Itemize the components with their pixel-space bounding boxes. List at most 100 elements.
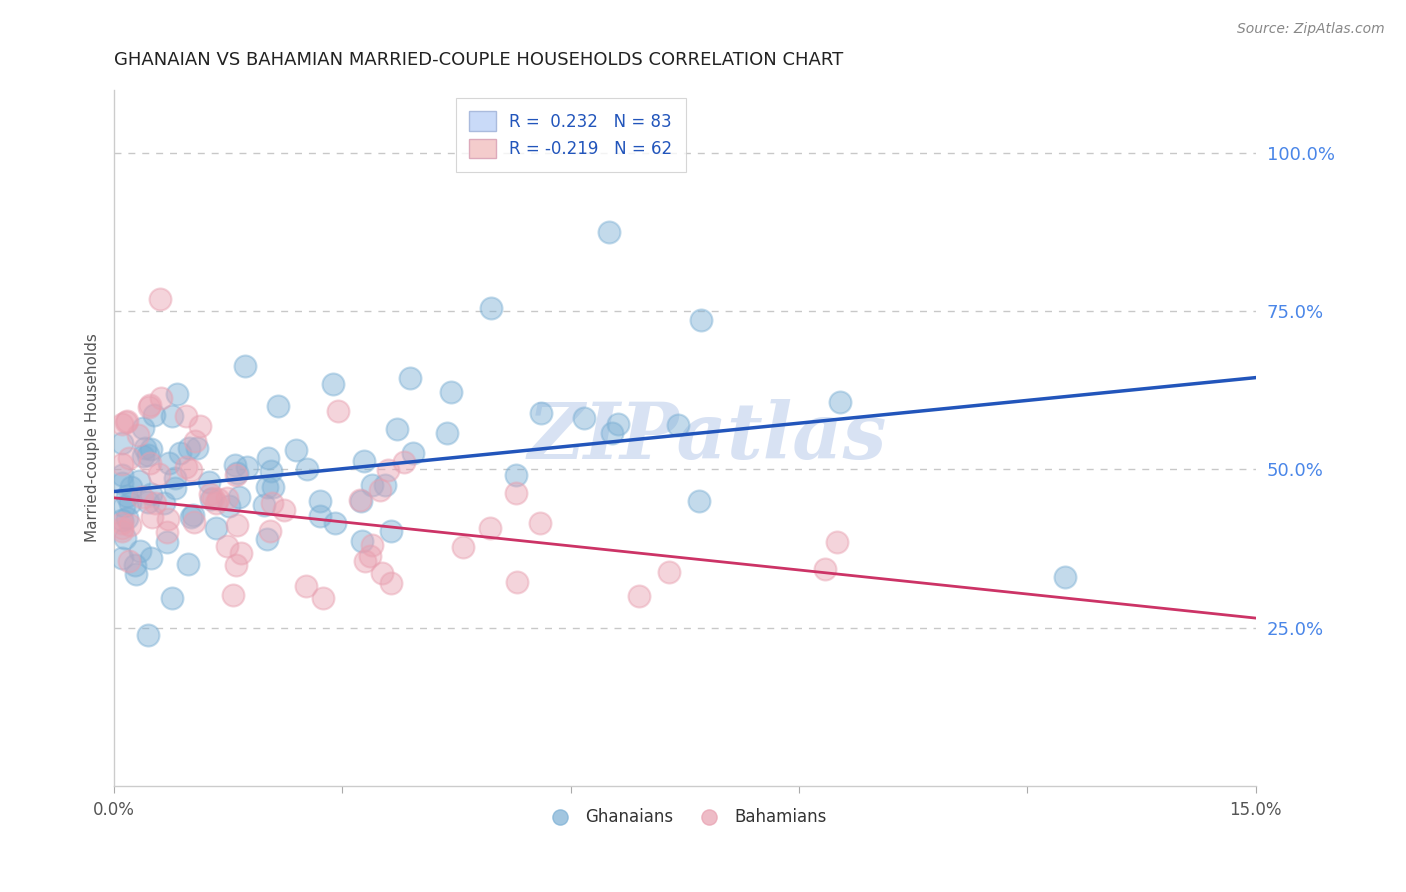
Point — [505, 575, 527, 590]
Point — [128, 474, 150, 488]
Point — [529, 516, 551, 530]
Point — [136, 448, 159, 462]
Point — [814, 562, 837, 576]
Point — [530, 406, 553, 420]
Point — [149, 292, 172, 306]
Point — [180, 510, 202, 524]
Point — [259, 524, 281, 539]
Point — [361, 538, 384, 552]
Point — [111, 513, 134, 527]
Point — [295, 462, 318, 476]
Point — [380, 575, 402, 590]
Point — [139, 398, 162, 412]
Point — [139, 456, 162, 470]
Point — [385, 422, 408, 436]
Point — [354, 554, 377, 568]
Point — [198, 475, 221, 490]
Point — [295, 578, 318, 592]
Point — [374, 478, 396, 492]
Point — [205, 521, 228, 535]
Point — [141, 442, 163, 457]
Point — [143, 496, 166, 510]
Point — [134, 441, 156, 455]
Point — [607, 417, 630, 432]
Point — [111, 516, 134, 530]
Point — [138, 401, 160, 415]
Point — [402, 446, 425, 460]
Point — [111, 457, 134, 471]
Point — [111, 476, 134, 491]
Point — [628, 589, 651, 603]
Point — [111, 435, 134, 450]
Point — [190, 419, 212, 434]
Point — [368, 483, 391, 498]
Point — [377, 463, 399, 477]
Point — [1054, 570, 1077, 584]
Point — [217, 491, 239, 505]
Point — [156, 525, 179, 540]
Point — [124, 558, 146, 572]
Point — [115, 415, 138, 429]
Point — [141, 510, 163, 524]
Point — [828, 395, 851, 409]
Point — [658, 565, 681, 579]
Point — [156, 535, 179, 549]
Point — [111, 468, 134, 483]
Point — [200, 491, 222, 506]
Text: Source: ZipAtlas.com: Source: ZipAtlas.com — [1237, 22, 1385, 37]
Point — [111, 417, 134, 431]
Point — [111, 521, 134, 535]
Point — [451, 540, 474, 554]
Point — [198, 487, 221, 501]
Point — [118, 554, 141, 568]
Point — [380, 524, 402, 539]
Point — [505, 485, 527, 500]
Point — [177, 557, 200, 571]
Point — [350, 494, 373, 508]
Point — [138, 494, 160, 508]
Point — [256, 480, 278, 494]
Point — [118, 496, 141, 510]
Legend: Ghanaians, Bahamians: Ghanaians, Bahamians — [536, 802, 834, 833]
Point — [440, 384, 463, 399]
Point — [323, 516, 346, 530]
Point — [226, 517, 249, 532]
Text: GHANAIAN VS BAHAMIAN MARRIED-COUPLE HOUSEHOLDS CORRELATION CHART: GHANAIAN VS BAHAMIAN MARRIED-COUPLE HOUS… — [114, 51, 844, 69]
Point — [177, 441, 200, 455]
Point — [166, 387, 188, 401]
Point — [149, 391, 172, 405]
Point — [353, 454, 375, 468]
Point — [163, 470, 186, 484]
Point — [118, 518, 141, 533]
Point — [169, 446, 191, 460]
Point — [253, 498, 276, 512]
Point — [224, 458, 246, 473]
Point — [688, 494, 710, 508]
Point — [201, 491, 224, 505]
Point — [572, 410, 595, 425]
Point — [115, 511, 138, 525]
Point — [205, 496, 228, 510]
Point — [114, 532, 136, 546]
Point — [349, 493, 371, 508]
Point — [131, 449, 153, 463]
Point — [125, 566, 148, 581]
Point — [160, 409, 183, 424]
Point — [183, 515, 205, 529]
Point — [186, 441, 208, 455]
Point — [148, 467, 170, 482]
Point — [257, 450, 280, 465]
Point — [229, 546, 252, 560]
Point — [256, 533, 278, 547]
Point — [689, 312, 711, 326]
Point — [260, 464, 283, 478]
Point — [436, 425, 458, 440]
Point — [131, 421, 153, 435]
Point — [266, 400, 288, 414]
Point — [156, 512, 179, 526]
Point — [226, 466, 249, 480]
Point — [228, 491, 250, 505]
Point — [176, 409, 198, 424]
Point — [233, 359, 256, 373]
Point — [225, 558, 247, 572]
